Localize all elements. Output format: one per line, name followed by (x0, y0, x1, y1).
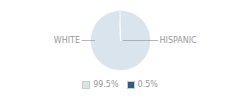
svg-text:HISPANIC: HISPANIC (160, 36, 198, 45)
html-text:99.5%: 99.5% (93, 80, 119, 89)
svg-text:WHITE: WHITE (54, 36, 80, 45)
html-text:0.5%: 0.5% (137, 80, 158, 89)
